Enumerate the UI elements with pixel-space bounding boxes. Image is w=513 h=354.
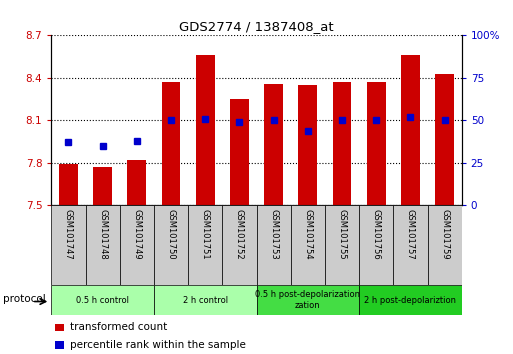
FancyBboxPatch shape: [256, 205, 291, 285]
FancyBboxPatch shape: [325, 205, 359, 285]
FancyBboxPatch shape: [154, 285, 256, 315]
Bar: [264, 84, 283, 205]
Bar: [230, 99, 249, 205]
Bar: [435, 74, 454, 205]
FancyBboxPatch shape: [188, 205, 222, 285]
Bar: [93, 167, 112, 205]
Text: GSM101754: GSM101754: [303, 209, 312, 260]
Bar: [401, 55, 420, 205]
Text: 2 h control: 2 h control: [183, 296, 228, 304]
Text: GSM101751: GSM101751: [201, 209, 210, 260]
Text: GSM101757: GSM101757: [406, 209, 415, 260]
Text: GSM101759: GSM101759: [440, 209, 449, 260]
Text: GSM101753: GSM101753: [269, 209, 278, 260]
Bar: [59, 164, 78, 205]
Text: 0.5 h post-depolarization
zation: 0.5 h post-depolarization zation: [255, 290, 360, 310]
Bar: [196, 55, 214, 205]
Text: GSM101752: GSM101752: [235, 209, 244, 260]
Bar: [332, 82, 351, 205]
FancyBboxPatch shape: [120, 205, 154, 285]
Bar: [367, 82, 386, 205]
Text: protocol: protocol: [3, 293, 45, 303]
FancyBboxPatch shape: [154, 205, 188, 285]
FancyBboxPatch shape: [86, 205, 120, 285]
FancyBboxPatch shape: [291, 205, 325, 285]
FancyBboxPatch shape: [427, 205, 462, 285]
FancyBboxPatch shape: [256, 285, 359, 315]
Text: GSM101747: GSM101747: [64, 209, 73, 260]
Text: 0.5 h control: 0.5 h control: [76, 296, 129, 304]
FancyBboxPatch shape: [359, 285, 462, 315]
Text: GSM101750: GSM101750: [167, 209, 175, 260]
Bar: [55, 324, 65, 331]
Bar: [162, 82, 181, 205]
Title: GDS2774 / 1387408_at: GDS2774 / 1387408_at: [179, 20, 334, 33]
Text: GSM101749: GSM101749: [132, 209, 141, 260]
FancyBboxPatch shape: [51, 205, 86, 285]
FancyBboxPatch shape: [359, 205, 393, 285]
Bar: [127, 160, 146, 205]
FancyBboxPatch shape: [393, 205, 427, 285]
Text: GSM101748: GSM101748: [98, 209, 107, 260]
Bar: [55, 341, 65, 349]
FancyBboxPatch shape: [222, 205, 256, 285]
Text: GSM101755: GSM101755: [338, 209, 346, 260]
FancyBboxPatch shape: [51, 285, 154, 315]
Text: GSM101756: GSM101756: [372, 209, 381, 260]
Bar: [299, 85, 317, 205]
Text: percentile rank within the sample: percentile rank within the sample: [70, 340, 246, 350]
Text: 2 h post-depolariztion: 2 h post-depolariztion: [364, 296, 457, 304]
Text: transformed count: transformed count: [70, 322, 167, 332]
